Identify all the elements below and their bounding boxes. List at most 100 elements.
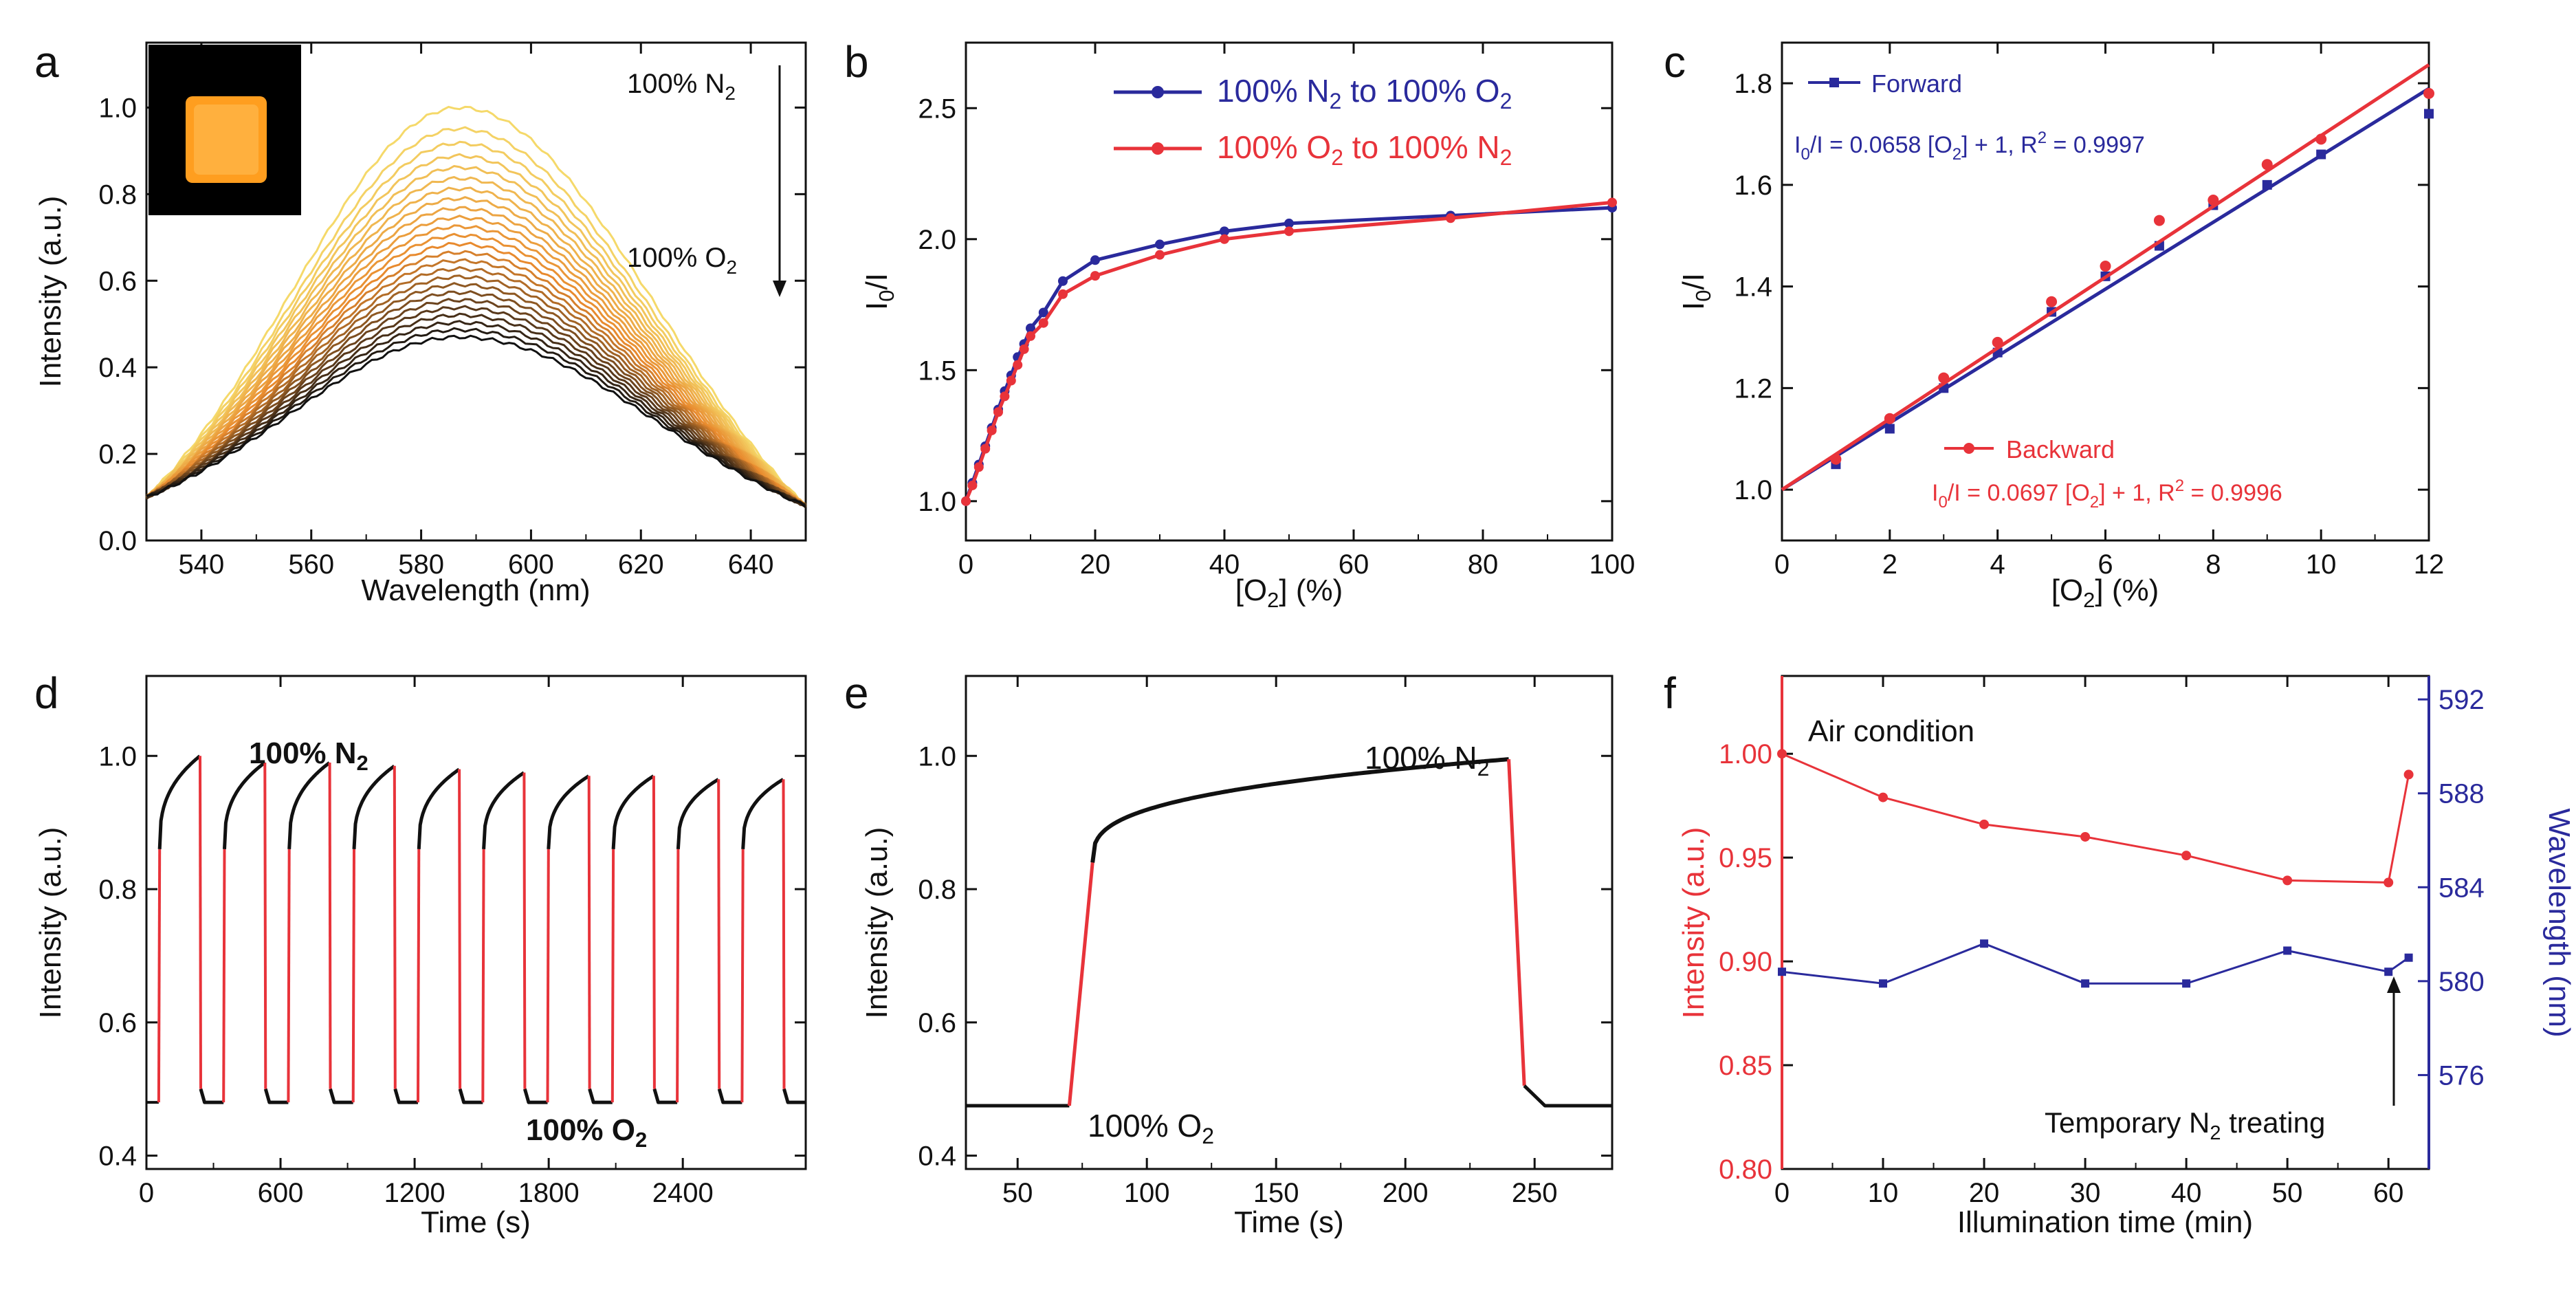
plot-frame (965, 675, 1614, 1170)
equation-backward-part: I (1932, 480, 1938, 506)
on-plateau (417, 767, 461, 850)
panel-letter-e: e (844, 668, 869, 718)
x-axis-label-part: ] (%) (2095, 573, 2159, 607)
data-point (2424, 109, 2434, 119)
equation-backward-part: ] + 1, R (2099, 480, 2175, 506)
data-point (987, 425, 997, 435)
y-tick-label: 0.8 (98, 875, 137, 905)
x-tick-label: 60 (2373, 1178, 2404, 1208)
data-point (1879, 979, 1888, 988)
series-intensity (1777, 749, 2414, 888)
legend-label: 100% N2 to 100% O2 (1217, 73, 1512, 113)
data-point (1220, 226, 1229, 237)
data-point (1884, 413, 1895, 424)
y-tick-label: 1.2 (1734, 373, 1772, 404)
fall-segment (717, 779, 721, 1089)
annotation-arrow-head (2387, 976, 2401, 993)
y-right-tick-label: 580 (2439, 967, 2485, 997)
rise-segment (351, 849, 355, 1103)
data-point (1026, 323, 1035, 334)
data-point (980, 444, 991, 454)
rise-segment (1067, 862, 1094, 1106)
spectrum-curve (145, 266, 806, 505)
fall-segment (199, 756, 202, 1089)
on-plateau (352, 765, 396, 850)
data-point (1090, 255, 1100, 265)
panel-letter-f: f (1664, 668, 1676, 718)
spectrum-curve (146, 232, 807, 508)
rise-segment (287, 849, 291, 1103)
y-tick-label: 0.85 (1719, 1051, 1772, 1081)
data-point (1013, 360, 1023, 370)
x-tick-label: 580 (398, 549, 444, 580)
x-tick-label: 6 (2098, 549, 2113, 580)
x-tick-label: 2400 (652, 1178, 714, 1208)
y-tick-label: 1.6 (1734, 171, 1772, 201)
data-point (1980, 939, 1989, 948)
data-point (2384, 967, 2393, 976)
x-tick-label: 540 (179, 549, 225, 580)
x-tick-label: 1800 (518, 1178, 580, 1208)
data-point (1090, 271, 1100, 281)
data-point (1006, 375, 1016, 386)
x-tick-label: 30 (2070, 1178, 2101, 1208)
data-point (2315, 133, 2327, 145)
x-tick-label: 600 (258, 1178, 304, 1208)
y-tick-label: 0.4 (98, 1141, 137, 1172)
on-plateau (223, 761, 266, 850)
annotation-100-o2-part: 2 (727, 256, 738, 278)
data-point (1038, 318, 1048, 328)
equation-forward-part: I (1794, 132, 1801, 158)
annotation-100-o2-part: 100% O (526, 1113, 635, 1147)
data-point (2262, 179, 2272, 190)
series-line (1781, 752, 2410, 884)
data-point (1884, 424, 1895, 434)
y-tick-label: 1.00 (1719, 739, 1772, 769)
off-plateau (263, 1089, 289, 1104)
x-tick-label: 50 (1002, 1178, 1033, 1208)
spectrum-curve (146, 290, 807, 509)
series-0 (961, 203, 1617, 506)
legend-label-part: 2 (1500, 89, 1512, 113)
y-tick-label: 0.6 (98, 266, 137, 296)
x-tick-label: 0 (139, 1178, 154, 1208)
y-right-tick-label: 592 (2439, 685, 2485, 715)
x-tick-label: 40 (2171, 1178, 2202, 1208)
glowing-film-center (194, 105, 258, 175)
series-line (964, 200, 1613, 502)
x-axis-label: [O2] (%) (1235, 573, 1343, 612)
annotation-100-o2-part: 100% O (1088, 1108, 1202, 1144)
annotation-100-n2-part: 100% N (627, 69, 725, 99)
x-tick-label: 12 (2414, 549, 2445, 580)
spectrum-curve (146, 258, 806, 506)
spectra-group (145, 105, 807, 509)
x-tick-label: 8 (2205, 549, 2221, 580)
panel-letter-c: c (1664, 37, 1686, 87)
x-tick-label: 640 (728, 549, 774, 580)
annotation-100-o2: 100% O2 (627, 243, 737, 278)
x-tick-label: 20 (1080, 549, 1111, 580)
x-tick-label: 2 (1882, 549, 1897, 580)
data-point (2100, 261, 2111, 272)
x-tick-label: 80 (1468, 549, 1499, 580)
x-tick-label: 620 (618, 549, 664, 580)
spectrum-curve (146, 206, 806, 506)
annotation-100-o2: 100% O2 (526, 1113, 647, 1152)
data-point (2046, 296, 2058, 307)
fit-line (1781, 63, 2430, 492)
data-point (1284, 226, 1294, 237)
y-tick-label: 1.0 (98, 741, 137, 772)
on-plateau (611, 774, 655, 850)
equation-forward-part: ] + 1, R (1961, 132, 2038, 158)
equation-backward-part: 0 (1938, 493, 1947, 512)
data-point (1038, 307, 1048, 318)
spectrum-curve (145, 153, 806, 505)
y-tick-label: 1.0 (1734, 475, 1772, 505)
on-plateau (1090, 757, 1509, 863)
data-point (2181, 851, 2192, 861)
data-point (1878, 792, 1889, 802)
data-point (2283, 946, 2292, 955)
data-point (1155, 250, 1165, 260)
